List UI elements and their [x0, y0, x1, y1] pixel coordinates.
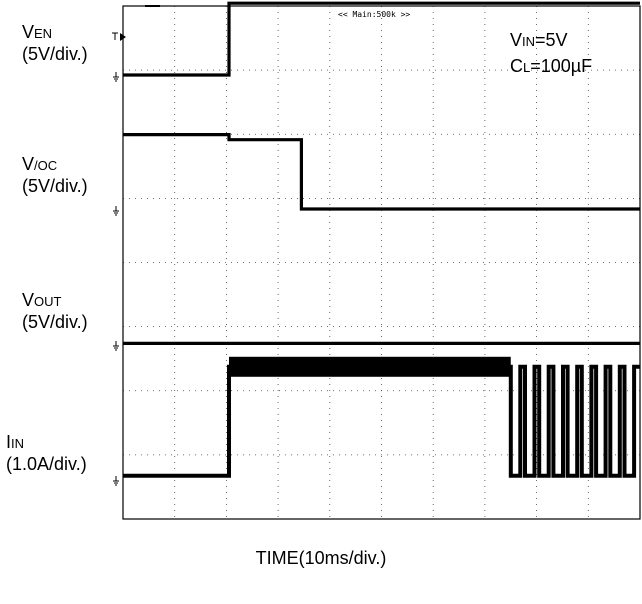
channel-label-ven: VEN (5V/div.) — [22, 22, 88, 64]
condition-cl: CL=100µF — [510, 56, 593, 76]
ground-markers — [112, 5, 160, 486]
trigger-label: << Main:500k >> — [338, 10, 410, 19]
x-axis-label: TIME(10ms/div.) — [255, 548, 387, 568]
channel-label-voc: V/OC (5V/div.) — [22, 154, 88, 196]
channel-label-vout: VOUT (5V/div.) — [22, 290, 88, 332]
channel-scale-vout: (5V/div.) — [22, 312, 88, 332]
grid — [123, 6, 640, 519]
channel-name-vout: VOUT — [22, 290, 62, 310]
channel-name-ven: VEN — [22, 22, 53, 42]
traces — [123, 1, 640, 478]
ground-marker-3 — [113, 476, 119, 486]
ground-marker-1 — [113, 206, 119, 216]
plot-frame — [122, 5, 641, 520]
ground-marker-2 — [113, 341, 119, 351]
trace-ven — [123, 1, 640, 77]
condition-vin: VIN=5V — [510, 30, 568, 50]
trigger-marker — [112, 32, 126, 41]
channel-name-iin: IIN — [6, 432, 25, 452]
trace-iin — [123, 364, 640, 478]
ground-marker-0 — [113, 72, 119, 82]
current-ripple-band — [228, 356, 511, 377]
channel-scale-ven: (5V/div.) — [22, 44, 88, 64]
channel-label-iin: IIN (1.0A/div.) — [6, 432, 87, 474]
channel-name-voc: V/OC — [22, 154, 58, 174]
channel-scale-voc: (5V/div.) — [22, 176, 88, 196]
trace-voc — [123, 133, 640, 211]
channel-scale-iin: (1.0A/div.) — [6, 454, 87, 474]
